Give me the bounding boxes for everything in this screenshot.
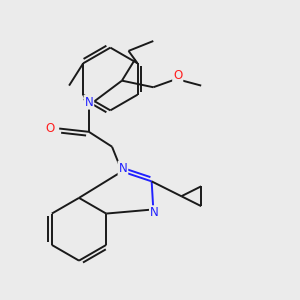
Text: N: N xyxy=(118,162,127,175)
Text: O: O xyxy=(45,122,55,135)
Text: N: N xyxy=(150,206,159,219)
Text: N: N xyxy=(85,96,93,109)
Text: O: O xyxy=(173,69,182,82)
